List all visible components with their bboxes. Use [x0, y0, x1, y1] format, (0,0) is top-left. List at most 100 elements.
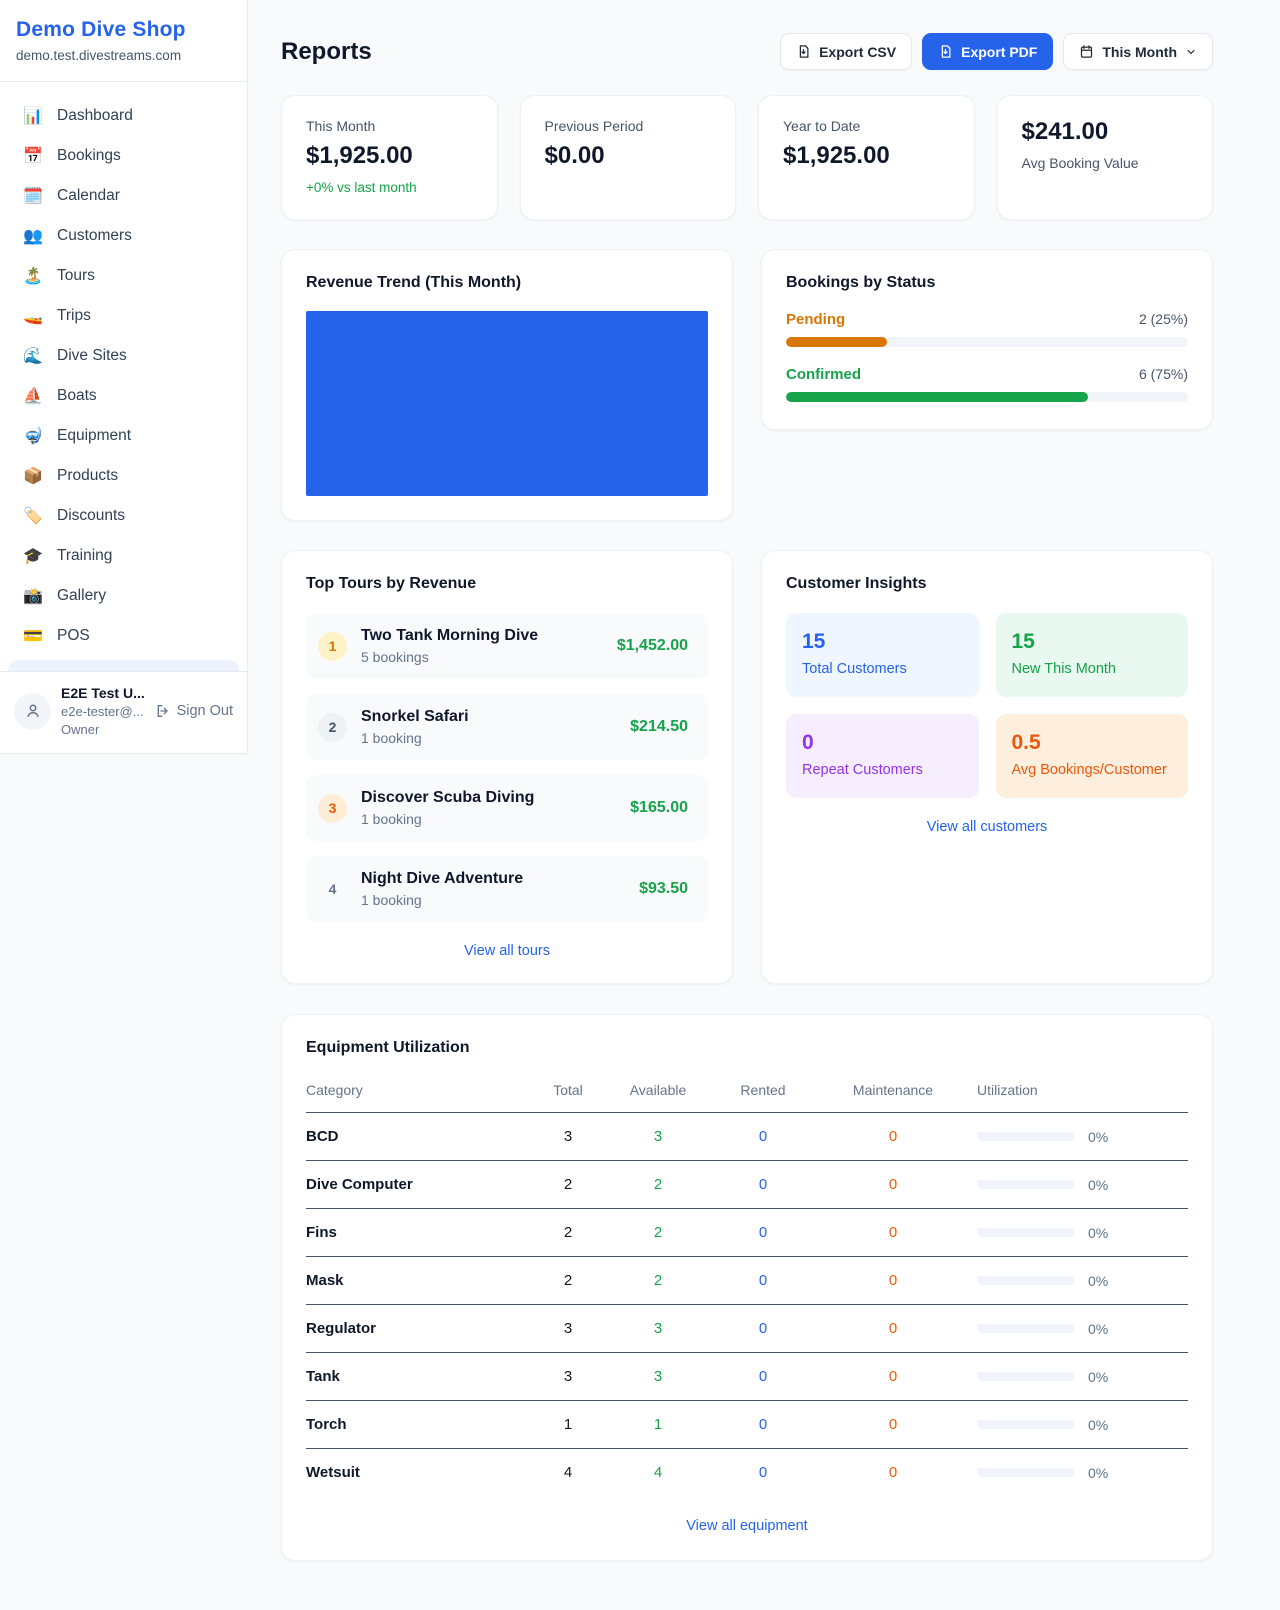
sidebar-item-label: Dive Sites: [57, 347, 127, 364]
view-all-customers-link[interactable]: View all customers: [926, 819, 1048, 835]
col-maintenance: Maintenance: [830, 1074, 956, 1113]
export-pdf-label: Export PDF: [961, 43, 1038, 60]
top-tours-card: Top Tours by Revenue 1 Two Tank Morning …: [281, 550, 733, 984]
cell-total: 4: [563, 1464, 573, 1482]
speedboat-icon: 🚤: [23, 308, 43, 325]
utilization-track: [977, 1372, 1075, 1381]
cell-total: 3: [516, 1112, 620, 1161]
tile-new-this-month: 15 New This Month: [995, 613, 1188, 697]
utilization-track: [977, 1420, 1075, 1429]
equipment-table: Category Total Available Rented Maintena…: [306, 1074, 1188, 1497]
sidebar-item-customers[interactable]: 👥 Customers: [8, 216, 239, 256]
cell-available: 3: [620, 1112, 696, 1161]
tour-row[interactable]: 3 Discover Scuba Diving 1 booking $165.0…: [306, 775, 708, 841]
cell-maintenance: 0: [830, 1400, 956, 1449]
sidebar-item-equipment[interactable]: 🤿 Equipment: [8, 416, 239, 456]
sidebar-item-label: Gallery: [57, 587, 107, 604]
tour-row[interactable]: 2 Snorkel Safari 1 booking $214.50: [306, 694, 708, 760]
cell-total: 3: [516, 1352, 620, 1401]
cell-rented: 0: [696, 1112, 830, 1161]
utilization-cell: 0%: [956, 1465, 1188, 1481]
cell-rented: 0: [696, 1208, 830, 1257]
tour-amount: $1,452.00: [616, 637, 688, 654]
customer-insights-title: Customer Insights: [786, 575, 927, 592]
tour-name: Two Tank Morning Dive: [361, 627, 539, 644]
tile-value: 15: [1011, 630, 1035, 653]
utilization-cell: 0%: [956, 1177, 1188, 1193]
status-count: 2 (25%): [1138, 311, 1188, 327]
sidebar-item-label: Equipment: [57, 427, 132, 444]
sidebar: Demo Dive Shop demo.test.divestreams.com…: [0, 0, 248, 754]
export-csv-button[interactable]: Export CSV: [780, 33, 913, 70]
sidebar-item-label: Boats: [57, 387, 97, 404]
sidebar-item-label: Discounts: [57, 507, 126, 524]
cell-category: Regulator: [306, 1304, 516, 1353]
sign-out-button[interactable]: Sign Out: [155, 703, 233, 719]
cell-maintenance: 0: [830, 1256, 956, 1305]
sidebar-item-dashboard[interactable]: 📊 Dashboard: [8, 96, 239, 136]
cell-maintenance: 0: [830, 1208, 956, 1257]
export-pdf-button[interactable]: Export PDF: [922, 33, 1054, 70]
sailboat-icon: ⛵: [23, 388, 43, 405]
progress-fill: [786, 337, 887, 347]
stat-value: $1,925.00: [783, 142, 890, 169]
sidebar-item-pos[interactable]: 💳 POS: [8, 616, 239, 656]
utilization-cell: 0%: [956, 1417, 1188, 1433]
progress-track: [786, 337, 1188, 347]
package-icon: 📦: [23, 468, 43, 485]
tour-row[interactable]: 1 Two Tank Morning Dive 5 bookings $1,45…: [306, 613, 708, 679]
status-label: Confirmed: [786, 366, 861, 383]
sidebar-item-training[interactable]: 🎓 Training: [8, 536, 239, 576]
utilization-percent: 0%: [1088, 1176, 1109, 1193]
stat-label: Year to Date: [783, 118, 861, 134]
calendar-date-icon: 📅: [23, 148, 43, 165]
rank-badge: 3: [318, 793, 347, 823]
stat-label: This Month: [306, 118, 376, 134]
brand: Demo Dive Shop demo.test.divestreams.com: [0, 0, 247, 79]
table-header-row: Category Total Available Rented Maintena…: [306, 1074, 1188, 1113]
tour-row[interactable]: 4 Night Dive Adventure 1 booking $93.50: [306, 856, 708, 922]
status-row-confirmed: Confirmed 6 (75%): [786, 366, 1188, 402]
sidebar-item-bookings[interactable]: 📅 Bookings: [8, 136, 239, 176]
stat-value: $241.00: [1021, 118, 1109, 145]
view-all-tours-link[interactable]: View all tours: [464, 943, 550, 959]
sidebar-item-boats[interactable]: ⛵ Boats: [8, 376, 239, 416]
sidebar-item-discounts[interactable]: 🏷️ Discounts: [8, 496, 239, 536]
cell-available: 2: [620, 1208, 696, 1257]
cell-rented: 0: [696, 1304, 830, 1353]
main-content: Reports Export CSV Export PDF This Month…: [248, 0, 1280, 1586]
sidebar-item-label: Trips: [57, 307, 91, 324]
user-email: e2e-tester@...: [61, 704, 144, 719]
revenue-trend-title: Revenue Trend (This Month): [306, 274, 522, 291]
sidebar-item-label: Dashboard: [57, 107, 133, 124]
sidebar-item-tours[interactable]: 🏝️ Tours: [8, 256, 239, 296]
sidebar-item-selected-partial[interactable]: [8, 660, 239, 671]
cell-rented: 0: [758, 1464, 768, 1482]
sidebar-item-products[interactable]: 📦 Products: [8, 456, 239, 496]
sidebar-item-gallery[interactable]: 📸 Gallery: [8, 576, 239, 616]
cell-category: Mask: [306, 1256, 516, 1305]
header-actions: Export CSV Export PDF This Month: [780, 33, 1213, 70]
cell-category: Wetsuit: [306, 1464, 360, 1482]
period-dropdown[interactable]: This Month: [1063, 33, 1213, 70]
table-row: Wetsuit 4 4 0 0 0%: [306, 1449, 1188, 1497]
sidebar-item-label: Tours: [57, 267, 95, 284]
cell-available: 3: [620, 1304, 696, 1353]
view-all-equipment-link[interactable]: View all equipment: [686, 1517, 808, 1534]
cell-category: Torch: [306, 1400, 516, 1449]
cell-total: 2: [516, 1256, 620, 1305]
bookings-by-status-card: Bookings by Status Pending 2 (25%) Confi…: [761, 249, 1213, 430]
sidebar-item-dive-sites[interactable]: 🌊 Dive Sites: [8, 336, 239, 376]
utilization-percent: 0%: [1088, 1464, 1109, 1481]
cell-rented: 0: [696, 1256, 830, 1305]
document-icon: [941, 45, 951, 58]
sidebar-item-label: Bookings: [57, 147, 121, 164]
sidebar-item-trips[interactable]: 🚤 Trips: [8, 296, 239, 336]
tour-amount: $214.50: [630, 718, 688, 735]
cell-category: Dive Computer: [306, 1160, 516, 1209]
tile-label: Total Customers: [802, 661, 907, 677]
sidebar-item-calendar[interactable]: 🗓️ Calendar: [8, 176, 239, 216]
sign-out-label: Sign Out: [176, 703, 233, 719]
table-row: Fins 2 2 0 0 0%: [306, 1208, 1188, 1257]
utilization-track: [977, 1132, 1075, 1141]
